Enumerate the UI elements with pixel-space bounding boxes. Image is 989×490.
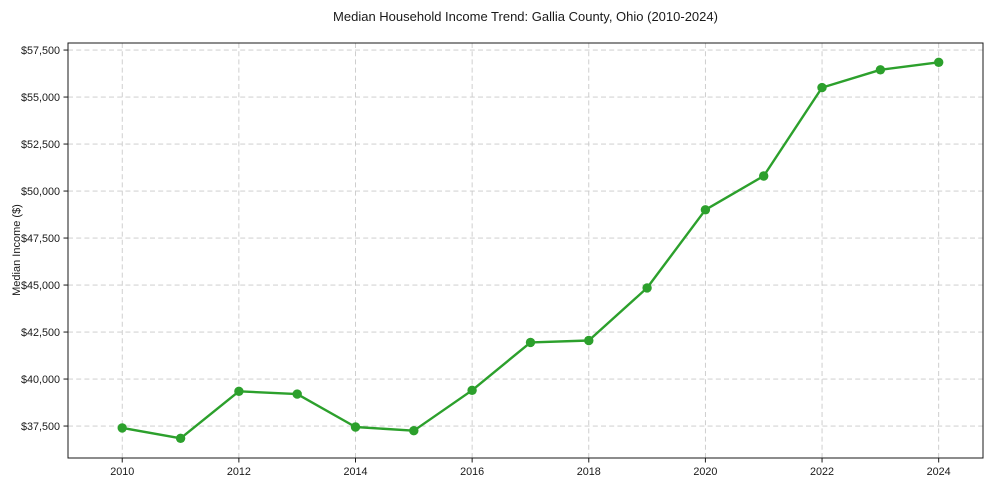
chart-title: Median Household Income Trend: Gallia Co…: [333, 9, 718, 24]
data-point-2017: [525, 337, 536, 348]
data-point-2016: [467, 385, 477, 395]
y-tick-label: $37,500: [21, 421, 60, 433]
x-tick-label: 2016: [460, 466, 484, 478]
data-point-2014: [350, 422, 361, 432]
data-point-2020: [700, 205, 711, 215]
data-point-2012: [234, 386, 244, 396]
y-tick-label: $52,500: [21, 139, 60, 151]
y-tick-label: $42,500: [21, 327, 60, 339]
data-point-2018: [584, 335, 594, 346]
data-point-2021: [759, 171, 769, 181]
x-tick-label: 2010: [110, 466, 134, 478]
data-point-2019: [642, 283, 652, 293]
x-tick-label: 2012: [227, 466, 251, 478]
data-point-2022: [817, 82, 827, 93]
data-point-2023: [875, 65, 886, 75]
y-tick-label: $57,500: [21, 45, 60, 57]
x-tick-label: 2018: [577, 466, 601, 478]
data-point-2015: [409, 426, 419, 436]
x-tick-label: 2014: [343, 466, 367, 478]
x-tick-label: 2024: [927, 466, 951, 478]
data-point-2013: [292, 389, 302, 399]
plot-background: [68, 43, 983, 458]
x-tick-label: 2020: [693, 466, 717, 478]
y-tick-label: $40,000: [21, 374, 60, 386]
y-tick-label: $45,000: [21, 280, 60, 292]
data-point-2024: [934, 57, 944, 67]
data-point-2010: [117, 423, 127, 433]
x-tick-label: 2022: [810, 466, 834, 478]
y-tick-label: $50,000: [21, 186, 60, 198]
axes-box: [67, 42, 984, 459]
y-tick-label: $55,000: [21, 92, 60, 104]
y-tick-label: $47,500: [21, 233, 60, 245]
data-point-2011: [175, 433, 186, 443]
